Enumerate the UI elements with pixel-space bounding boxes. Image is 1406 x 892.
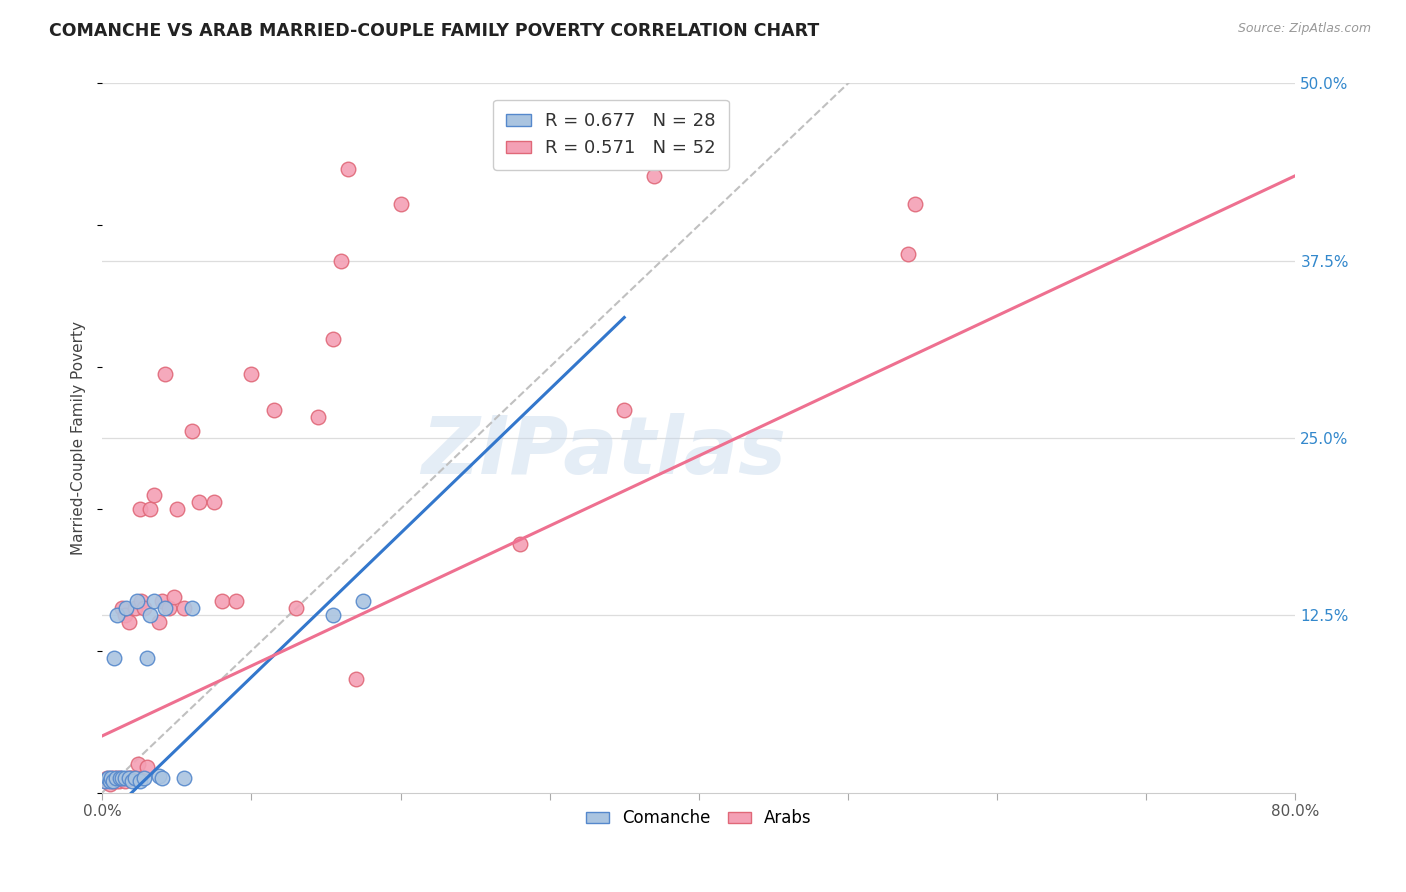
Point: [108, 772, 131, 786]
Point: [139, 608, 162, 623]
Point: [100, 772, 122, 786]
Point: [202, 495, 225, 509]
Point: [904, 197, 927, 211]
Point: [128, 502, 150, 516]
Point: [240, 368, 263, 382]
Point: [104, 772, 127, 786]
Point: [114, 774, 136, 789]
Point: [101, 774, 124, 789]
Point: [153, 601, 176, 615]
Text: Source: ZipAtlas.com: Source: ZipAtlas.com: [1237, 22, 1371, 36]
Point: [120, 772, 142, 786]
Point: [124, 772, 146, 786]
Point: [509, 537, 531, 551]
Point: [117, 772, 139, 786]
Point: [94, 774, 117, 789]
Point: [96, 772, 118, 786]
Y-axis label: Married-Couple Family Poverty: Married-Couple Family Poverty: [72, 321, 86, 555]
Point: [225, 594, 247, 608]
Point: [188, 495, 211, 509]
Point: [110, 772, 132, 786]
Point: [166, 502, 188, 516]
Point: [97, 772, 120, 786]
Point: [128, 774, 150, 789]
Point: [148, 769, 170, 783]
Text: ZIPatlas: ZIPatlas: [420, 413, 786, 491]
Point: [101, 774, 124, 789]
Point: [118, 615, 141, 630]
Point: [143, 488, 166, 502]
Point: [104, 774, 127, 789]
Point: [308, 409, 330, 424]
Point: [136, 760, 159, 774]
Point: [124, 601, 146, 615]
Point: [121, 774, 143, 789]
Point: [108, 772, 131, 786]
Point: [352, 594, 374, 608]
Point: [132, 772, 155, 786]
Point: [153, 368, 176, 382]
Point: [100, 772, 122, 786]
Point: [139, 502, 162, 516]
Point: [180, 601, 202, 615]
Point: [94, 774, 117, 789]
Point: [110, 601, 132, 615]
Point: [121, 772, 143, 786]
Point: [125, 772, 148, 786]
Point: [897, 246, 920, 260]
Point: [114, 772, 136, 786]
Point: [107, 774, 129, 789]
Point: [157, 601, 180, 615]
Point: [98, 777, 121, 791]
Point: [180, 424, 202, 438]
Text: COMANCHE VS ARAB MARRIED-COUPLE FAMILY POVERTY CORRELATION CHART: COMANCHE VS ARAB MARRIED-COUPLE FAMILY P…: [49, 22, 820, 40]
Point: [129, 594, 152, 608]
Point: [613, 402, 636, 417]
Point: [136, 651, 159, 665]
Legend: Comanche, Arabs: Comanche, Arabs: [579, 803, 818, 834]
Point: [337, 161, 360, 176]
Point: [344, 672, 367, 686]
Point: [643, 169, 665, 183]
Point: [98, 774, 121, 789]
Point: [211, 594, 233, 608]
Point: [150, 772, 173, 786]
Point: [115, 601, 138, 615]
Point: [173, 601, 195, 615]
Point: [389, 197, 412, 211]
Point: [118, 772, 141, 786]
Point: [114, 608, 136, 623]
Point: [329, 253, 352, 268]
Point: [285, 601, 308, 615]
Point: [103, 651, 125, 665]
Point: [132, 601, 155, 615]
Point: [105, 772, 128, 786]
Point: [163, 590, 186, 604]
Point: [150, 594, 173, 608]
Point: [263, 402, 285, 417]
Point: [322, 608, 344, 623]
Point: [105, 608, 128, 623]
Point: [127, 757, 149, 772]
Point: [103, 772, 125, 786]
Point: [143, 594, 166, 608]
Point: [148, 615, 170, 630]
Point: [173, 772, 195, 786]
Point: [322, 332, 344, 346]
Point: [125, 594, 148, 608]
